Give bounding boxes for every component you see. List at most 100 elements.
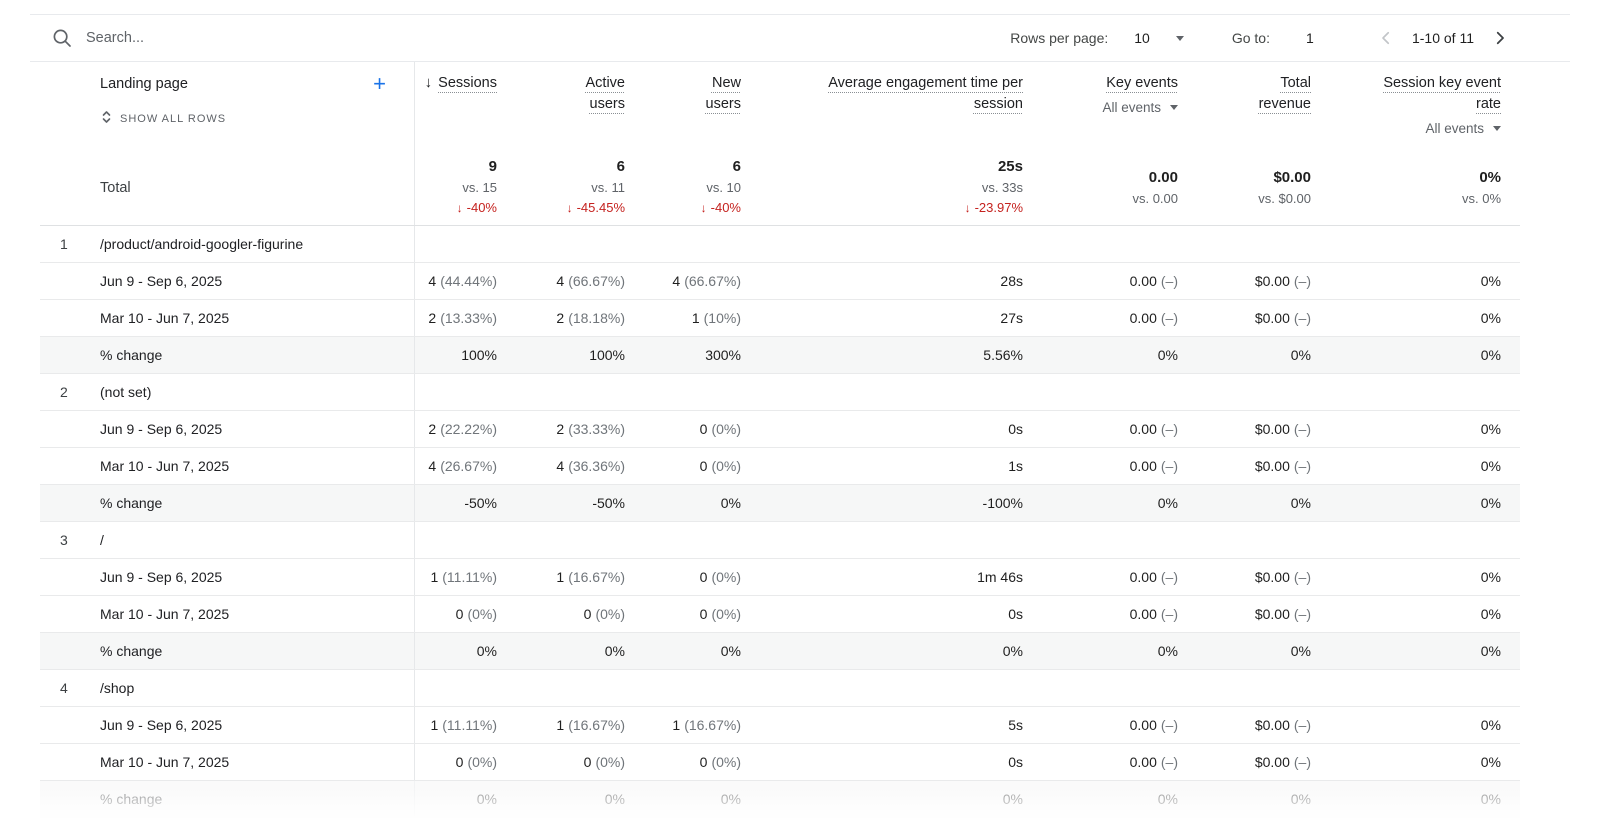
- rows-per-page-select[interactable]: 10: [1134, 30, 1184, 46]
- column-header-total-revenue[interactable]: Total revenue: [1178, 62, 1311, 150]
- total-value: 9: [488, 158, 497, 175]
- column-header-new-users[interactable]: New users: [625, 62, 741, 150]
- search-input[interactable]: [86, 30, 406, 46]
- metric-share-value: (22.22%): [440, 421, 497, 437]
- metric-value: 0s: [1008, 421, 1023, 437]
- metric-cell: 0%: [625, 781, 741, 817]
- metric-cell: 0 (0%): [625, 411, 741, 447]
- metric-share-value: (0%): [711, 569, 741, 585]
- date-range-row: Mar 10 - Jun 7, 2025 4 (26.67%) 4 (36.36%) 0(…: [40, 448, 1520, 485]
- metric-value: 0.00: [1129, 458, 1157, 474]
- metric-value: 0%: [1480, 717, 1501, 733]
- metric-value: $0.00: [1254, 458, 1290, 474]
- table-row-group-header: 1/product/android-googler-figurine: [40, 226, 1520, 263]
- total-percent-change: ↓ -40%: [700, 200, 741, 215]
- landing-page-value: (not set): [100, 384, 152, 400]
- metric-cell: 0%: [1311, 596, 1520, 632]
- column-header-active-users[interactable]: Active users: [497, 62, 626, 150]
- metric-cell: 0%: [1311, 337, 1520, 373]
- metric-share-value: (–): [1160, 273, 1178, 289]
- metric-value: 0: [699, 458, 708, 474]
- metric-value: 0.00: [1129, 273, 1157, 289]
- metric-cell: $0.00 (–): [1178, 559, 1311, 595]
- total-value: 6: [732, 158, 741, 175]
- metric-share-value: (0%): [595, 606, 625, 622]
- chevron-down-icon: [1170, 105, 1178, 110]
- metric-value: 0%: [476, 643, 497, 659]
- metric-share-value: (10%): [703, 310, 741, 326]
- metric-value: 2: [556, 421, 565, 437]
- show-all-rows-button[interactable]: SHOW ALL ROWS: [100, 110, 226, 127]
- metric-cell: $0.00 (–): [1178, 707, 1311, 743]
- metric-cell: 2 (33.33%): [497, 411, 625, 447]
- column-header-label: revenue: [1258, 96, 1311, 112]
- table-row-group-header: 3/: [40, 522, 1520, 559]
- metric-cell: 0%: [625, 485, 741, 521]
- total-value: 0%: [1479, 168, 1501, 186]
- metric-cell: 0%: [1311, 263, 1520, 299]
- metric-value: 2: [428, 310, 437, 326]
- metric-value: 0%: [1480, 347, 1501, 363]
- all-events-dropdown[interactable]: All events: [1102, 100, 1178, 115]
- metric-share-value: (–): [1293, 569, 1311, 585]
- metric-cell: 0%: [1311, 485, 1520, 521]
- empty-metric-cell: [625, 226, 741, 262]
- decrease-arrow-icon: ↓: [456, 201, 463, 215]
- empty-metric-cell: [1178, 226, 1311, 262]
- add-dimension-button[interactable]: +: [373, 73, 386, 95]
- empty-metric-cell: [741, 374, 1023, 410]
- total-comparison-value: vs. $0.00: [1258, 190, 1311, 206]
- column-header-session-key-event-rate[interactable]: Session key event rate All events: [1311, 62, 1520, 150]
- column-header-label: Session key event: [1383, 75, 1501, 91]
- column-header-label: session: [973, 96, 1023, 112]
- goto-page-input[interactable]: [1305, 30, 1332, 46]
- metric-cell: 0%: [741, 633, 1023, 669]
- previous-page-button[interactable]: [1374, 26, 1398, 50]
- chevron-down-icon: [1493, 126, 1501, 131]
- metric-share-value: (44.44%): [440, 273, 497, 289]
- metric-share-value: (16.67%): [568, 717, 625, 733]
- metric-cell: 0.00 (–): [1023, 559, 1178, 595]
- metric-cell: $0.00 (–): [1178, 263, 1311, 299]
- total-comparison-value: vs. 33s: [981, 180, 1023, 195]
- metric-value: 0%: [1157, 347, 1178, 363]
- metric-value: 4: [672, 273, 681, 289]
- metric-value: 1: [430, 569, 439, 585]
- column-header-sessions[interactable]: ↓ Sessions: [415, 62, 497, 150]
- empty-metric-cell: [625, 670, 741, 706]
- empty-metric-cell: [1178, 670, 1311, 706]
- all-events-dropdown-label: All events: [1102, 100, 1161, 115]
- metric-value: 0%: [1480, 754, 1501, 770]
- metric-share-value: (–): [1160, 717, 1178, 733]
- metric-value: 0%: [1480, 643, 1501, 659]
- search-icon: [52, 28, 72, 48]
- metric-share-value: (0%): [467, 754, 497, 770]
- metric-cell: 0%: [1023, 781, 1178, 817]
- metric-cell: 0%: [1311, 559, 1520, 595]
- table-toolbar: Rows per page: 10 Go to: 1-10 of 11: [30, 14, 1570, 62]
- empty-metric-cell: [1311, 522, 1520, 558]
- decrease-arrow-icon: ↓: [566, 201, 573, 215]
- column-header-avg-engagement-time[interactable]: Average engagement time per session: [741, 62, 1023, 150]
- next-page-button[interactable]: [1488, 26, 1512, 50]
- metric-value: 0s: [1008, 754, 1023, 770]
- percent-change-row: % change -50% -50% 0% -100% 0% 0% 0%: [40, 485, 1520, 522]
- empty-metric-cell: [1178, 374, 1311, 410]
- empty-metric-cell: [497, 226, 625, 262]
- column-header-key-events[interactable]: Key events All events: [1023, 62, 1178, 150]
- metric-share-value: (11.11%): [442, 569, 497, 585]
- metric-cell: 0%: [1311, 744, 1520, 780]
- empty-metric-cell: [497, 374, 625, 410]
- metric-value: 0%: [1480, 606, 1501, 622]
- metric-cell: 300%: [625, 337, 741, 373]
- rows-per-page-value: 10: [1134, 30, 1150, 46]
- percent-change-row: % change 0% 0% 0% 0% 0% 0% 0%: [40, 781, 1520, 818]
- metric-value: $0.00: [1254, 310, 1290, 326]
- metric-value: 0%: [1290, 495, 1311, 511]
- all-events-dropdown[interactable]: All events: [1425, 121, 1501, 136]
- metric-share-value: (16.67%): [684, 717, 741, 733]
- metric-value: $0.00: [1254, 754, 1290, 770]
- decrease-arrow-icon: ↓: [700, 201, 707, 215]
- total-cell-total-revenue: $0.00 vs. $0.00: [1178, 150, 1311, 225]
- metric-value: $0.00: [1254, 606, 1290, 622]
